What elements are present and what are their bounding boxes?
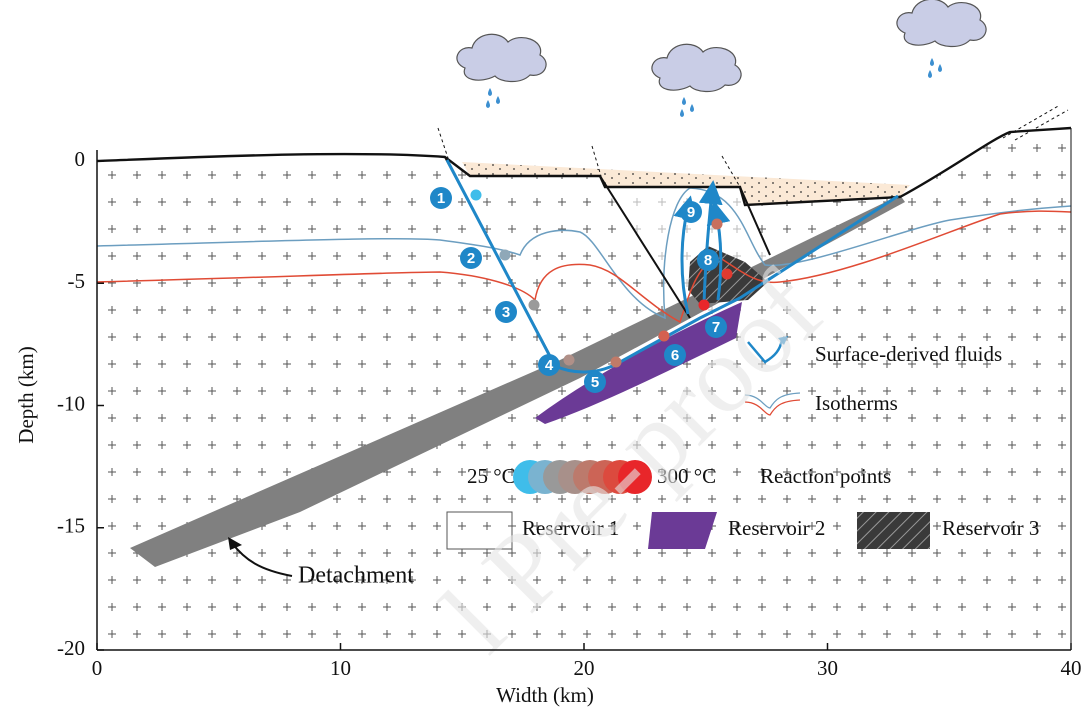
figure: 1 2 3 4 5 6 7 8 9 Detachment Surface-der… [0, 0, 1090, 712]
clouds [457, 0, 986, 92]
badge-label: 5 [591, 374, 599, 391]
legend-reservoir-3 [857, 512, 930, 549]
y-tick-label: -15 [57, 514, 85, 538]
y-tick-label: -10 [57, 391, 85, 415]
legend-reservoir-2-label: Reservoir 2 [728, 516, 825, 540]
cloud [897, 0, 986, 47]
legend-reservoir-3-label: Reservoir 3 [942, 516, 1039, 540]
x-tick-label: 20 [574, 656, 595, 680]
y-axis-label: Depth (km) [14, 346, 38, 443]
legend-reaction-points: Reaction points [760, 464, 891, 488]
x-tick-label: 40 [1061, 656, 1082, 680]
cloud [457, 34, 546, 81]
badge-label: 8 [704, 252, 712, 269]
x-tick-label: 30 [817, 656, 838, 680]
badge-label: 3 [502, 304, 510, 321]
reaction-point [500, 250, 511, 261]
reaction-point [611, 357, 622, 368]
legend-temp-min: 25 °C [467, 464, 516, 488]
reaction-point [712, 219, 723, 230]
y-tick-label: -5 [68, 269, 86, 293]
x-tick-label: 10 [330, 656, 351, 680]
reaction-point [564, 355, 575, 366]
reaction-point [529, 300, 540, 311]
y-tick-label: -20 [57, 636, 85, 660]
detachment-label: Detachment [298, 563, 414, 589]
reaction-point [471, 190, 482, 201]
legend-fluids: Surface-derived fluids [815, 342, 1002, 366]
legend-isotherms: Isotherms [815, 391, 898, 415]
badge-label: 2 [467, 250, 475, 267]
badge-label: 1 [437, 190, 445, 207]
x-tick-label: 0 [92, 656, 103, 680]
raindrops [486, 88, 500, 108]
raindrops [928, 58, 942, 78]
badge-label: 4 [545, 357, 554, 374]
y-tick-label: 0 [75, 147, 86, 171]
cloud [652, 44, 741, 91]
badge-label: 9 [687, 204, 695, 221]
x-axis-label: Width (km) [496, 683, 594, 707]
raindrops [680, 97, 694, 117]
